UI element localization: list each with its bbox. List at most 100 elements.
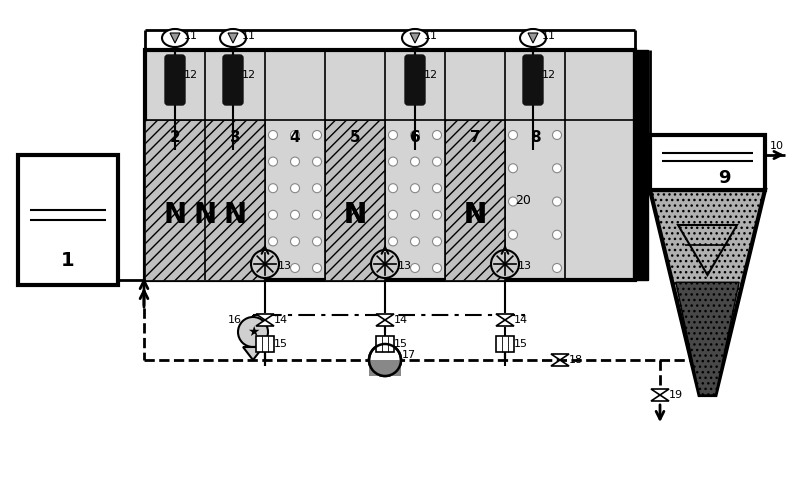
Bar — [325, 120, 385, 280]
Circle shape — [509, 264, 518, 272]
Circle shape — [269, 157, 278, 166]
Text: 12: 12 — [242, 70, 256, 80]
Polygon shape — [256, 314, 274, 320]
Bar — [650, 135, 765, 190]
Text: 18: 18 — [569, 355, 583, 365]
Circle shape — [290, 157, 299, 166]
Ellipse shape — [220, 29, 246, 47]
FancyBboxPatch shape — [523, 55, 543, 105]
Circle shape — [269, 210, 278, 219]
Text: 5: 5 — [350, 130, 360, 145]
Circle shape — [389, 237, 398, 246]
Bar — [145, 50, 635, 280]
Circle shape — [433, 237, 442, 246]
Circle shape — [251, 250, 279, 278]
Text: 10: 10 — [770, 141, 784, 151]
Text: 20: 20 — [515, 194, 531, 206]
Text: N: N — [343, 201, 366, 229]
Circle shape — [389, 264, 398, 272]
Text: 19: 19 — [669, 390, 683, 400]
Polygon shape — [651, 395, 669, 401]
Text: 13: 13 — [398, 261, 412, 271]
Polygon shape — [369, 360, 401, 376]
Text: 14: 14 — [274, 315, 288, 325]
Text: 11: 11 — [184, 31, 198, 41]
Polygon shape — [496, 320, 514, 326]
Circle shape — [553, 230, 562, 239]
Bar — [445, 120, 505, 280]
Polygon shape — [528, 33, 538, 43]
Text: N: N — [223, 201, 246, 229]
Text: 11: 11 — [424, 31, 438, 41]
Circle shape — [410, 130, 419, 140]
Circle shape — [410, 157, 419, 166]
Text: 12: 12 — [184, 70, 198, 80]
Ellipse shape — [162, 29, 188, 47]
Text: 14: 14 — [514, 315, 528, 325]
Polygon shape — [551, 354, 569, 360]
Circle shape — [491, 250, 519, 278]
Circle shape — [269, 183, 278, 193]
Text: 12: 12 — [424, 70, 438, 80]
Text: 8: 8 — [530, 130, 540, 145]
Polygon shape — [243, 347, 263, 360]
Text: 14: 14 — [394, 315, 408, 325]
Bar — [256, 336, 274, 352]
Circle shape — [389, 210, 398, 219]
Text: 2: 2 — [170, 130, 180, 145]
Text: 6: 6 — [410, 130, 420, 145]
Text: 13: 13 — [518, 261, 532, 271]
Polygon shape — [551, 360, 569, 366]
Bar — [18, 155, 118, 285]
Circle shape — [553, 197, 562, 206]
Text: 11: 11 — [242, 31, 256, 41]
Text: 13: 13 — [278, 261, 292, 271]
Circle shape — [553, 130, 562, 140]
Circle shape — [290, 237, 299, 246]
Circle shape — [509, 197, 518, 206]
Circle shape — [313, 157, 322, 166]
Circle shape — [290, 183, 299, 193]
Text: 9: 9 — [718, 169, 731, 187]
FancyBboxPatch shape — [223, 55, 243, 105]
Circle shape — [389, 157, 398, 166]
Text: 16: 16 — [228, 315, 242, 325]
Text: 1: 1 — [61, 250, 75, 269]
Circle shape — [410, 210, 419, 219]
Polygon shape — [376, 314, 394, 320]
Circle shape — [269, 264, 278, 272]
Circle shape — [313, 130, 322, 140]
Bar — [635, 50, 648, 280]
Circle shape — [313, 237, 322, 246]
Polygon shape — [650, 190, 765, 395]
Circle shape — [313, 210, 322, 219]
Polygon shape — [376, 320, 394, 326]
Circle shape — [290, 130, 299, 140]
Text: 4: 4 — [290, 130, 300, 145]
Circle shape — [509, 230, 518, 239]
Circle shape — [433, 264, 442, 272]
Circle shape — [290, 264, 299, 272]
Polygon shape — [256, 320, 274, 326]
Polygon shape — [651, 389, 669, 395]
Circle shape — [433, 157, 442, 166]
Circle shape — [433, 183, 442, 193]
FancyBboxPatch shape — [165, 55, 185, 105]
Ellipse shape — [520, 29, 546, 47]
Text: 11: 11 — [542, 31, 556, 41]
Circle shape — [410, 183, 419, 193]
Text: ★: ★ — [246, 325, 259, 339]
Circle shape — [238, 317, 268, 347]
Text: 15: 15 — [514, 339, 528, 349]
Circle shape — [410, 237, 419, 246]
Circle shape — [389, 183, 398, 193]
Polygon shape — [410, 33, 420, 43]
Text: 7: 7 — [470, 130, 480, 145]
Polygon shape — [496, 314, 514, 320]
Circle shape — [509, 130, 518, 140]
Text: N: N — [463, 201, 486, 229]
Ellipse shape — [402, 29, 428, 47]
Text: N: N — [194, 201, 217, 229]
Text: N: N — [343, 201, 366, 229]
Circle shape — [553, 164, 562, 173]
